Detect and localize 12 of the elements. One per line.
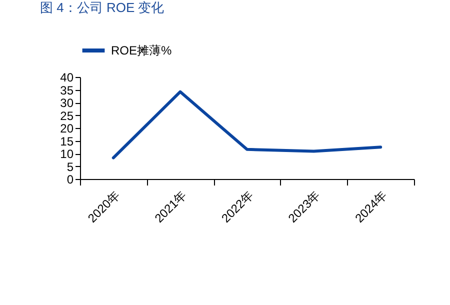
- y-tick-label: 15: [60, 134, 74, 148]
- line-series: [112, 90, 382, 160]
- y-tick-label: 25: [60, 108, 74, 123]
- y-tick-label: 10: [60, 147, 74, 161]
- chart-title: 图 4：公司 ROE 变化: [40, 0, 164, 15]
- y-tick-label: 0: [66, 172, 74, 186]
- y-tick-label: 35: [60, 83, 74, 98]
- y-tick-label: 5: [66, 160, 74, 174]
- y-tick-label: 30: [60, 96, 74, 110]
- y-tick-label: 20: [60, 122, 74, 136]
- legend-label: ROE摊薄%: [111, 44, 172, 58]
- y-tick-label: 40: [60, 70, 74, 84]
